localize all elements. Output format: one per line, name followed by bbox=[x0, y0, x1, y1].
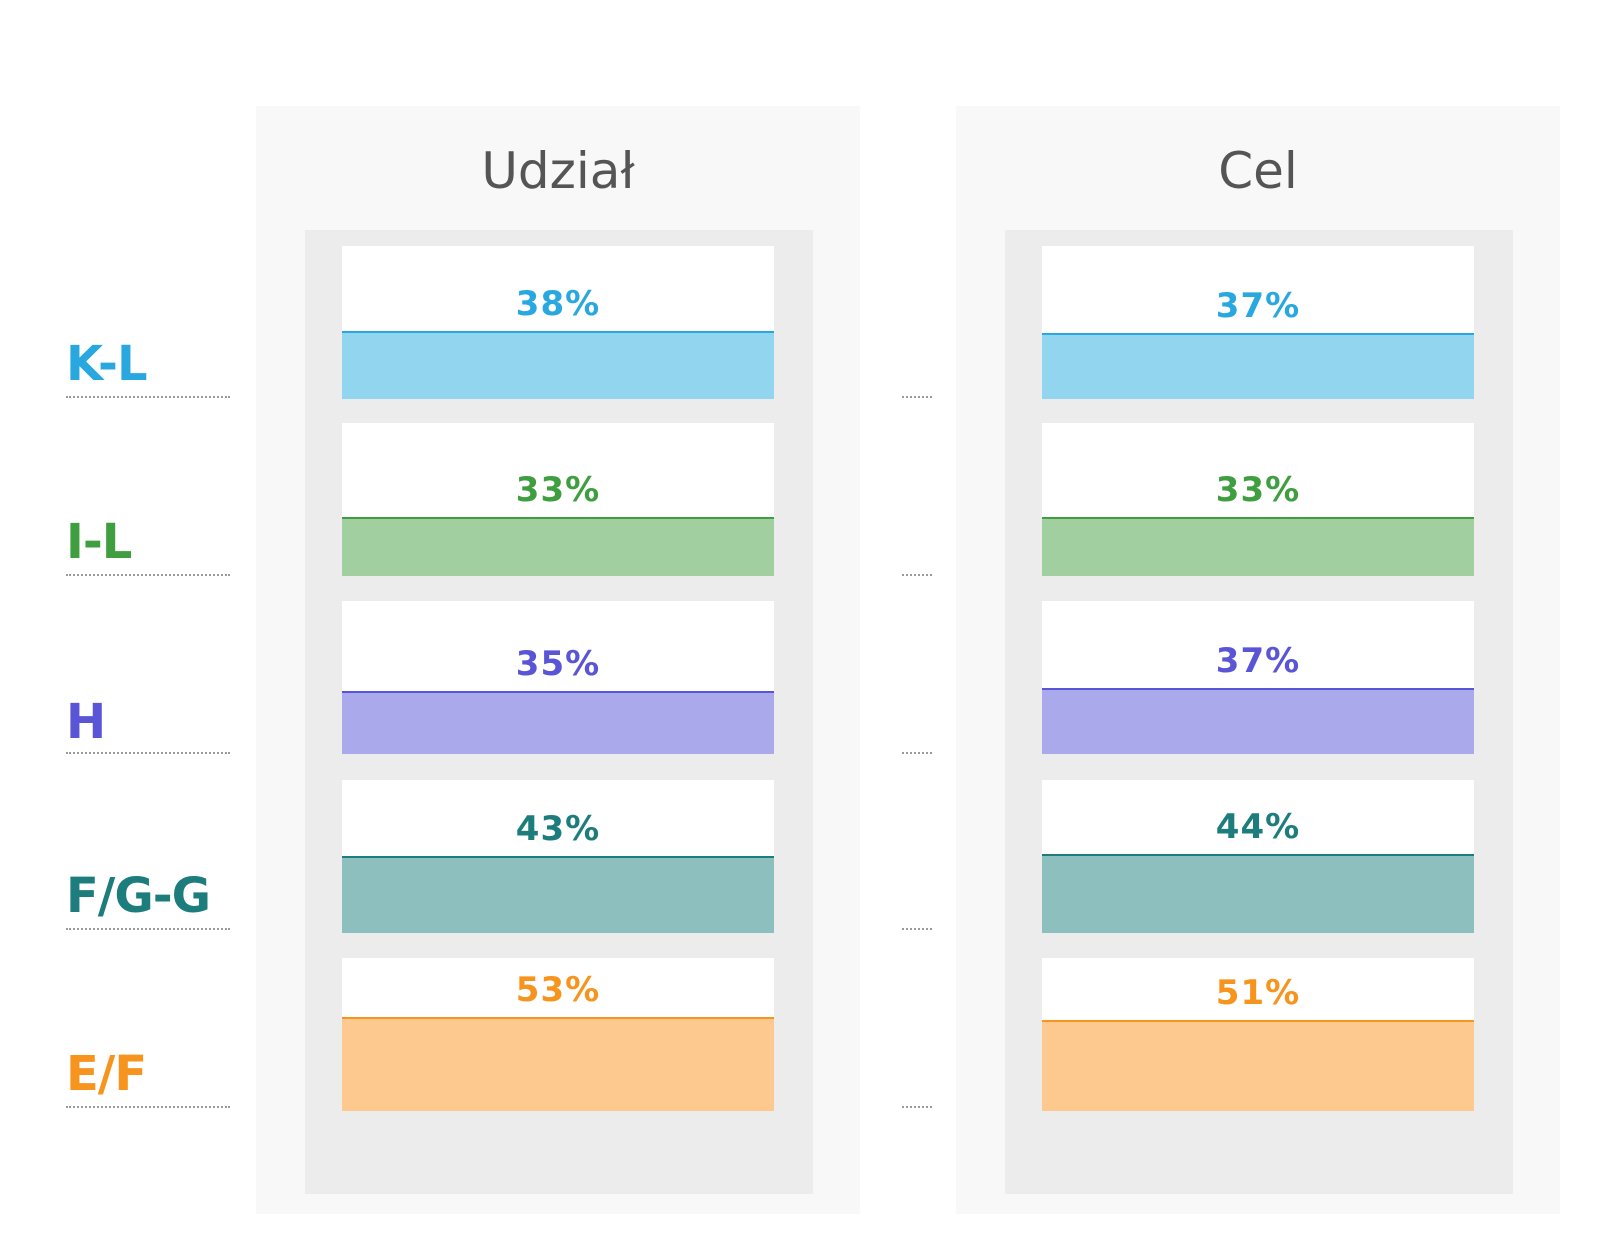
panel-title: Udział bbox=[481, 142, 635, 200]
bar-card: 51% bbox=[1042, 958, 1474, 1111]
bar-fill bbox=[1042, 333, 1474, 399]
bar-fill bbox=[1042, 854, 1474, 933]
row-dotted-line bbox=[66, 574, 230, 576]
bar-fill bbox=[342, 517, 774, 576]
bar-value-label: 37% bbox=[1215, 641, 1301, 681]
bar-card: 44% bbox=[1042, 780, 1474, 933]
panel-title: Cel bbox=[1218, 142, 1298, 200]
connector-dotted-line bbox=[902, 928, 932, 930]
bar-value-label: 33% bbox=[1215, 470, 1301, 510]
bar-value-label: 43% bbox=[515, 809, 601, 849]
row-dotted-line bbox=[66, 752, 230, 754]
bar-card: 38% bbox=[342, 246, 774, 399]
row-label: K-L bbox=[66, 336, 148, 392]
panel-cel: Cel 37% 33% 37% 44% 51% bbox=[956, 106, 1560, 1214]
bar-fill bbox=[1042, 1020, 1474, 1111]
bar-card: 33% bbox=[342, 423, 774, 576]
row-label: H bbox=[66, 694, 106, 750]
panel-udzial: Udział 38% 33% 35% 43% 53% bbox=[256, 106, 860, 1214]
row-label: F/G-G bbox=[66, 868, 211, 924]
bar-value-label: 51% bbox=[1215, 973, 1301, 1013]
connector-dotted-line bbox=[902, 396, 932, 398]
bar-value-label: 53% bbox=[515, 970, 601, 1010]
bar-card: 35% bbox=[342, 601, 774, 754]
bar-value-label: 37% bbox=[1215, 286, 1301, 326]
connector-dotted-line bbox=[902, 752, 932, 754]
bar-value-label: 35% bbox=[515, 644, 601, 684]
bar-fill bbox=[342, 856, 774, 933]
bar-card: 37% bbox=[1042, 246, 1474, 399]
bar-fill bbox=[342, 1017, 774, 1111]
connector-dotted-line bbox=[902, 1106, 932, 1108]
bar-card: 53% bbox=[342, 958, 774, 1111]
bar-value-label: 44% bbox=[1215, 807, 1301, 847]
bar-card: 33% bbox=[1042, 423, 1474, 576]
bar-fill bbox=[1042, 517, 1474, 576]
row-dotted-line bbox=[66, 1106, 230, 1108]
bar-fill bbox=[342, 691, 774, 754]
row-dotted-line bbox=[66, 928, 230, 930]
bar-fill bbox=[1042, 688, 1474, 754]
bar-card: 37% bbox=[1042, 601, 1474, 754]
row-label: I-L bbox=[66, 514, 132, 570]
row-dotted-line bbox=[66, 396, 230, 398]
bar-fill bbox=[342, 331, 774, 399]
connector-dotted-line bbox=[902, 574, 932, 576]
panel-inner: 37% 33% 37% 44% 51% bbox=[1005, 230, 1513, 1194]
bar-value-label: 38% bbox=[515, 284, 601, 324]
bar-value-label: 33% bbox=[515, 470, 601, 510]
panel-inner: 38% 33% 35% 43% 53% bbox=[305, 230, 813, 1194]
row-label: E/F bbox=[66, 1046, 147, 1102]
bar-card: 43% bbox=[342, 780, 774, 933]
